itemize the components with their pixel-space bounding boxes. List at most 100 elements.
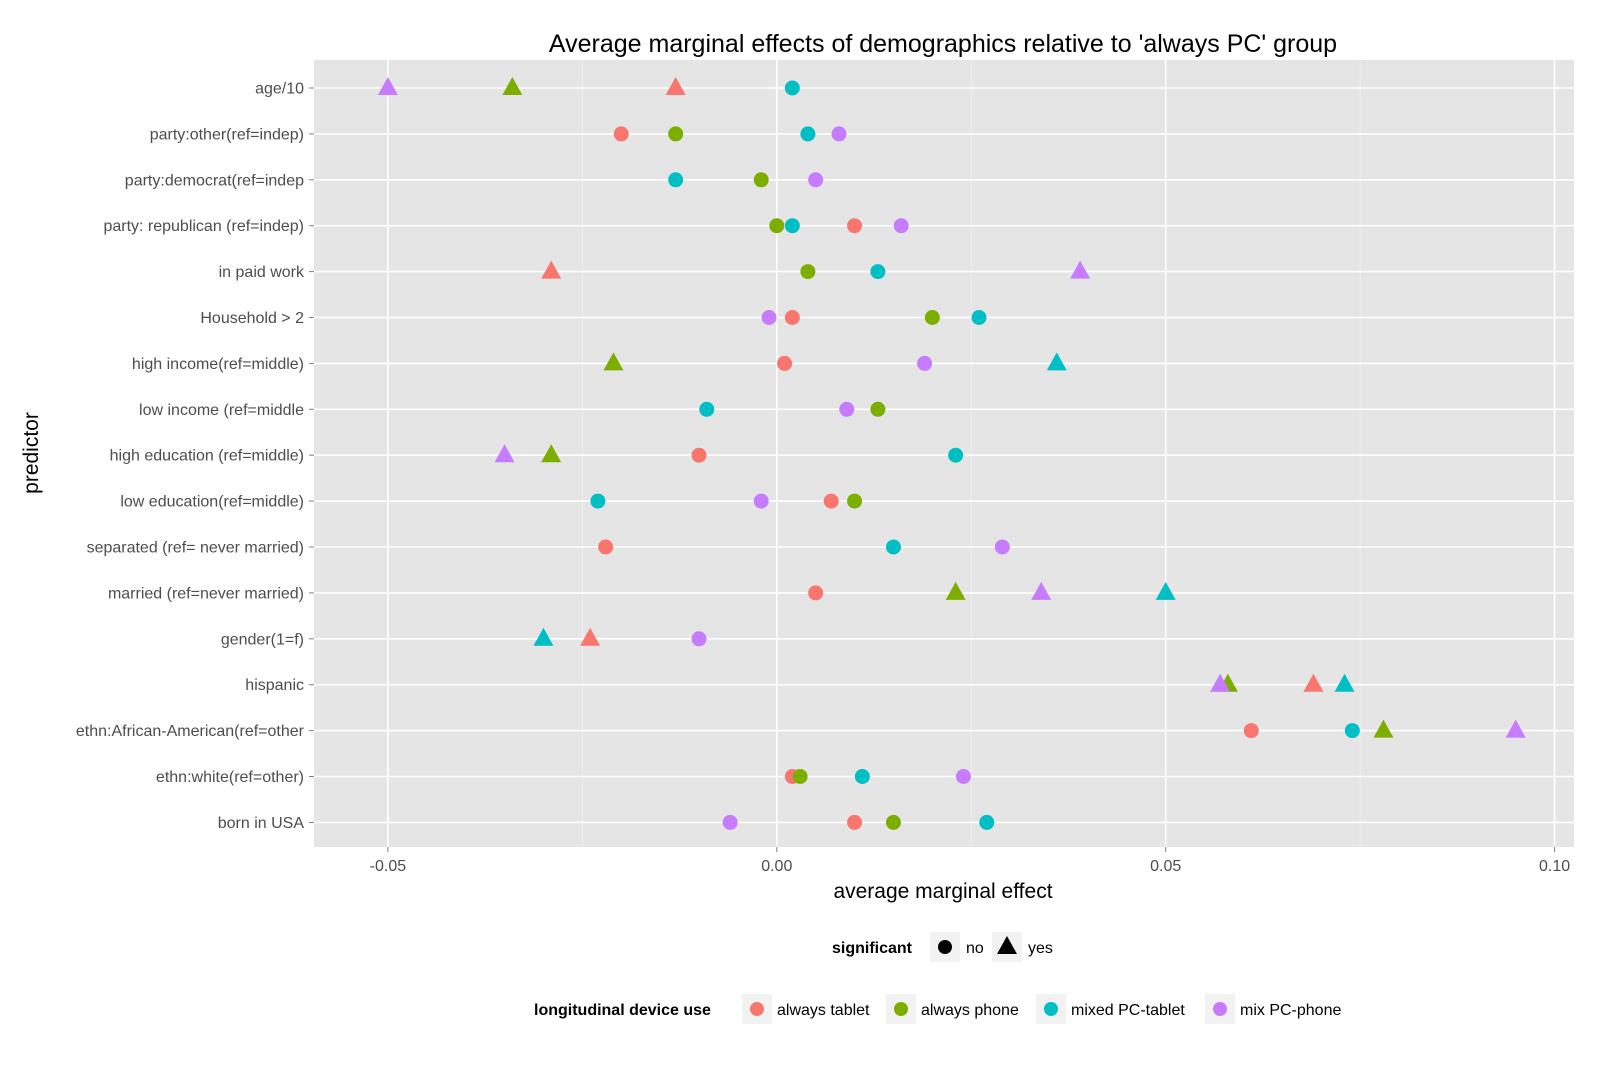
point-always-phone-household-2 bbox=[924, 310, 940, 325]
point-mixed-pc-tablet-party-other-ref-indep bbox=[800, 126, 816, 142]
y-axis: age/10 party:other(ref=indep) party:democr… bbox=[76, 81, 314, 832]
y-tick-label: high income(ref=middle) bbox=[132, 356, 304, 373]
y-tick-label: party: republican (ref=indep) bbox=[103, 218, 304, 235]
point-mixed-pc-tablet-in-paid-work bbox=[870, 264, 886, 280]
point-mixed-pc-tablet-low-income-ref-middle bbox=[699, 401, 715, 417]
point-always-tablet-low-education-ref-middle bbox=[823, 493, 839, 509]
legend-label-yes: yes bbox=[1028, 940, 1053, 957]
point-always-phone-low-education-ref-middle bbox=[847, 493, 863, 509]
point-always-phone-age-10 bbox=[502, 77, 523, 95]
y-tick-label: party:democrat(ref=indep bbox=[125, 172, 304, 189]
point-mixed-pc-tablet-high-income-ref-middle bbox=[1046, 352, 1067, 371]
y-axis-title: predictor bbox=[20, 412, 43, 494]
point-mix-pc-phone-low-income-ref-middle bbox=[839, 401, 855, 417]
y-tick-label: ethn:white(ref=other) bbox=[156, 769, 304, 786]
plot-panel bbox=[314, 60, 1574, 847]
point-mix-pc-phone-ethn-white-ref-other bbox=[955, 769, 971, 784]
x-tick-label: 0.00 bbox=[761, 858, 792, 875]
point-always-tablet-ethn-african-american-ref-other bbox=[1243, 723, 1259, 739]
point-mixed-pc-tablet-ethn-white-ref-other bbox=[854, 769, 870, 784]
point-always-phone-party-other-ref-indep bbox=[668, 126, 684, 142]
point-always-tablet-hispanic bbox=[1303, 673, 1324, 692]
point-mixed-pc-tablet-household-2 bbox=[971, 310, 987, 325]
point-always-tablet-born-in-usa bbox=[847, 814, 863, 830]
point-always-tablet-age-10 bbox=[665, 77, 686, 95]
point-mix-pc-phone-separated-ref-never-married bbox=[994, 539, 1010, 555]
point-mixed-pc-tablet-hispanic bbox=[1334, 673, 1355, 692]
data-points bbox=[377, 77, 1526, 830]
point-always-tablet-high-income-ref-middle bbox=[777, 355, 793, 371]
y-tick-label: hispanic bbox=[245, 677, 304, 694]
y-tick-label: Household > 2 bbox=[200, 310, 304, 327]
point-always-phone-ethn-african-american-ref-other bbox=[1373, 719, 1394, 738]
point-mixed-pc-tablet-married-ref-never-married bbox=[1155, 581, 1176, 600]
y-tick-label: high education (ref=middle) bbox=[110, 448, 304, 465]
point-mix-pc-phone-party-democrat-ref-indep bbox=[808, 172, 824, 188]
point-mix-pc-phone-household-2 bbox=[761, 310, 777, 325]
point-always-phone-party-republican-ref-indep bbox=[769, 218, 785, 234]
legend-significant: significant no yes bbox=[832, 932, 1053, 962]
legend-key-triangle bbox=[997, 936, 1017, 954]
legend-key-mix-pc-phone bbox=[1213, 1002, 1227, 1016]
point-always-tablet-separated-ref-never-married bbox=[598, 539, 614, 555]
x-tick-label: 0.10 bbox=[1539, 858, 1570, 875]
x-axis-title: average marginal effect bbox=[833, 880, 1052, 903]
y-tick-label: born in USA bbox=[218, 815, 305, 832]
legend-key-always-phone bbox=[894, 1002, 908, 1016]
point-always-phone-married-ref-never-married bbox=[945, 581, 966, 600]
point-always-phone-high-education-ref-middle bbox=[541, 444, 562, 463]
legend-key-mixed-pc-tablet bbox=[1044, 1002, 1058, 1016]
point-mix-pc-phone-party-republican-ref-indep bbox=[893, 218, 909, 234]
y-tick-label: in paid work bbox=[219, 264, 305, 281]
legend-device-use: longitudinal device use always tablet al… bbox=[534, 994, 1341, 1024]
point-mixed-pc-tablet-age-10 bbox=[784, 80, 800, 96]
legend-label-mix-pc-phone: mix PC-phone bbox=[1240, 1002, 1341, 1019]
legend-label-no: no bbox=[966, 940, 984, 957]
y-tick-label: separated (ref= never married) bbox=[87, 540, 304, 557]
legend-label-always-tablet: always tablet bbox=[777, 1002, 870, 1019]
point-mixed-pc-tablet-ethn-african-american-ref-other bbox=[1344, 723, 1360, 739]
legend-key-circle bbox=[938, 940, 952, 954]
point-mix-pc-phone-gender-1-f bbox=[691, 631, 707, 647]
point-always-phone-low-income-ref-middle bbox=[870, 401, 886, 417]
y-tick-label: married (ref=never married) bbox=[108, 585, 304, 602]
point-always-phone-party-democrat-ref-indep bbox=[753, 172, 769, 188]
point-mixed-pc-tablet-low-education-ref-middle bbox=[590, 493, 606, 509]
point-mix-pc-phone-age-10 bbox=[377, 77, 398, 95]
legend-key-always-tablet bbox=[750, 1002, 764, 1016]
point-mix-pc-phone-married-ref-never-married bbox=[1031, 581, 1052, 600]
chart-title: Average marginal effects of demographics… bbox=[549, 30, 1337, 58]
y-tick-label: low education(ref=middle) bbox=[120, 494, 304, 511]
point-mixed-pc-tablet-gender-1-f bbox=[533, 627, 554, 646]
point-always-tablet-household-2 bbox=[784, 310, 800, 325]
y-tick-label: age/10 bbox=[255, 81, 304, 98]
legend-label-always-phone: always phone bbox=[921, 1002, 1019, 1019]
point-always-tablet-party-other-ref-indep bbox=[613, 126, 629, 142]
point-mix-pc-phone-low-education-ref-middle bbox=[753, 493, 769, 509]
x-tick-label: -0.05 bbox=[370, 858, 407, 875]
y-tick-label: ethn:African-American(ref=other bbox=[76, 723, 305, 740]
point-mixed-pc-tablet-born-in-usa bbox=[979, 814, 995, 830]
x-tick-label: 0.05 bbox=[1150, 858, 1181, 875]
point-mixed-pc-tablet-party-republican-ref-indep bbox=[784, 218, 800, 234]
legend-significant-title: significant bbox=[832, 940, 913, 957]
point-always-phone-born-in-usa bbox=[885, 814, 901, 830]
point-mix-pc-phone-party-other-ref-indep bbox=[831, 126, 847, 142]
gridlines bbox=[314, 60, 1574, 847]
point-always-tablet-married-ref-never-married bbox=[808, 585, 824, 601]
point-mix-pc-phone-high-income-ref-middle bbox=[917, 355, 933, 371]
legend-label-mixed-pc-tablet: mixed PC-tablet bbox=[1071, 1002, 1185, 1019]
point-always-phone-high-income-ref-middle bbox=[603, 352, 624, 371]
point-mix-pc-phone-hispanic bbox=[1210, 673, 1231, 692]
y-tick-label: low income (ref=middle bbox=[139, 402, 304, 419]
point-always-phone-ethn-white-ref-other bbox=[792, 769, 808, 784]
point-always-tablet-gender-1-f bbox=[580, 627, 601, 646]
point-mix-pc-phone-ethn-african-american-ref-other bbox=[1505, 719, 1526, 738]
x-axis: -0.05 0.00 0.05 0.10 bbox=[370, 847, 1570, 875]
legend-device-title: longitudinal device use bbox=[534, 1002, 711, 1019]
point-mix-pc-phone-born-in-usa bbox=[722, 814, 738, 830]
point-always-tablet-high-education-ref-middle bbox=[691, 447, 707, 463]
point-mixed-pc-tablet-high-education-ref-middle bbox=[948, 447, 964, 463]
y-tick-label: party:other(ref=indep) bbox=[150, 126, 304, 143]
